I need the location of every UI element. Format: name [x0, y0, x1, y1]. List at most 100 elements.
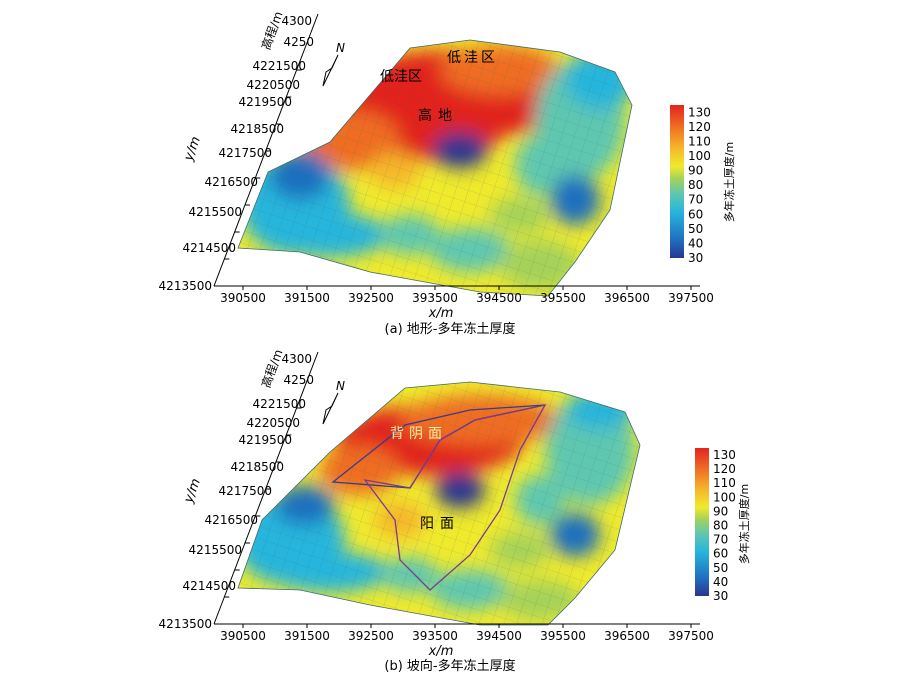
colorbar-tick-label: 130 — [688, 105, 711, 119]
thickness-surface-b — [238, 382, 640, 625]
x-tick-marks-b — [242, 624, 692, 628]
caption-a: (a) 地形-多年冻土厚度 — [385, 321, 516, 337]
z-tick-label: 4300 — [281, 352, 312, 366]
annotations-b: 背阴面 阳面 — [390, 426, 460, 532]
colorbar-tick-label: 130 — [713, 448, 736, 462]
y-tick-marks-b — [214, 407, 302, 625]
y-tick-label: 4214500 — [183, 241, 236, 255]
x-tick-label: 393500 — [412, 629, 458, 643]
annotation-sunny-slope: 阳面 — [420, 516, 460, 532]
colorbar-tick-label: 40 — [713, 575, 728, 589]
y-tick-label: 4219500 — [239, 95, 292, 109]
annotations-a: 低洼区 低洼区 高地 — [380, 50, 498, 124]
colorbar-tick-label: 50 — [688, 222, 703, 236]
x-tick-labels-a: 390500 391500 392500 393500 394500 39550… — [220, 291, 714, 305]
colorbar-tick-label: 30 — [713, 589, 728, 603]
x-tick-label: 397500 — [668, 629, 714, 643]
sunny-slope-outline — [363, 404, 547, 591]
colorbar-ramp — [670, 105, 684, 258]
z-tick-labels-b: 4300 4250 — [281, 352, 314, 387]
y-tick-label: 4219500 — [239, 433, 292, 447]
colorbar-tick-label: 30 — [688, 251, 703, 265]
annotation-lowland-1: 低洼区 — [447, 50, 498, 66]
y-tick-label: 4221500 — [253, 397, 306, 411]
y-tick-label: 4218500 — [231, 460, 284, 474]
z-axis-title-b: 高程/m — [258, 347, 286, 389]
north-label: N — [336, 379, 345, 393]
y-axis-title-b: y/m — [181, 477, 204, 506]
x-tick-label: 390500 — [220, 629, 266, 643]
colorbar-title-a: 多年冻土厚度/m — [722, 142, 736, 222]
x-tick-label: 395500 — [540, 629, 586, 643]
colorbar-tick-label: 60 — [688, 207, 703, 221]
x-tick-label: 394500 — [476, 291, 522, 305]
z-tick-label: 4250 — [283, 35, 314, 49]
colorbar-tick-label: 110 — [713, 476, 736, 490]
caption-b: (b) 坡向-多年冻土厚度 — [384, 658, 515, 674]
colorbar-title-b: 多年冻土厚度/m — [737, 484, 751, 564]
north-arrow-a: N — [322, 41, 345, 87]
y-tick-label: 4215500 — [189, 543, 242, 557]
z-axis-title-a: 高程/m — [258, 9, 286, 51]
colorbar-tick-label: 80 — [713, 519, 728, 533]
north-arrow-icon — [322, 54, 339, 87]
x-tick-label: 392500 — [348, 629, 394, 643]
y-tick-label: 4220500 — [247, 416, 300, 430]
north-arrow-b: N — [322, 379, 345, 425]
annotation-shady-slope: 背阴面 — [390, 426, 447, 442]
colorbar-tick-label: 50 — [713, 561, 728, 575]
y-tick-labels-b: 4213500 4214500 4215500 4216500 4217500 … — [159, 397, 306, 631]
y-tick-label: 4217500 — [219, 146, 272, 160]
y-tick-label: 4213500 — [159, 617, 212, 631]
y-tick-label: 4221500 — [253, 59, 306, 73]
y-tick-labels-a: 4213500 4214500 4215500 4216500 4217500 … — [159, 59, 306, 293]
z-tick-label: 4250 — [283, 373, 314, 387]
north-label: N — [336, 41, 345, 55]
y-tick-label: 4215500 — [189, 205, 242, 219]
annotation-highland: 高地 — [418, 107, 458, 124]
x-tick-label: 397500 — [668, 291, 714, 305]
z-tick-label: 4300 — [281, 14, 312, 28]
colorbar-tick-label: 120 — [688, 120, 711, 134]
colorbar-tick-label: 100 — [713, 490, 736, 504]
y-tick-label: 4214500 — [183, 579, 236, 593]
x-axis-title-b: x/m — [428, 644, 454, 659]
north-arrow-icon — [322, 392, 339, 425]
x-tick-label: 396500 — [604, 291, 650, 305]
x-tick-label: 392500 — [348, 291, 394, 305]
y-tick-label: 4218500 — [231, 122, 284, 136]
colorbar-tick-label: 90 — [688, 164, 703, 178]
x-tick-marks-a — [242, 286, 692, 290]
y-tick-marks-a — [214, 69, 302, 287]
panel-a: 390500 391500 392500 393500 394500 39550… — [159, 9, 736, 337]
colorbar-tick-label: 120 — [713, 462, 736, 476]
colorbar-tick-label: 100 — [688, 149, 711, 163]
colorbar-tick-label: 80 — [688, 178, 703, 192]
colorbar-tick-label: 90 — [713, 504, 728, 518]
x-tick-label: 391500 — [284, 629, 330, 643]
aspect-outlines-b — [331, 404, 547, 591]
x-tick-label: 394500 — [476, 629, 522, 643]
x-tick-label: 395500 — [540, 291, 586, 305]
x-tick-label: 396500 — [604, 629, 650, 643]
colorbar-tick-label: 40 — [688, 236, 703, 250]
y-tick-label: 4216500 — [205, 513, 258, 527]
y-tick-label: 4216500 — [205, 175, 258, 189]
colorbar-tick-label: 110 — [688, 134, 711, 148]
panel-b: 390500 391500 392500 393500 394500 39550… — [159, 347, 751, 674]
thickness-surface-a — [238, 40, 632, 296]
x-axis-title-a: x/m — [428, 306, 454, 321]
y-tick-label: 4213500 — [159, 279, 212, 293]
axes-b — [213, 351, 700, 625]
colorbar-tick-label: 60 — [713, 547, 728, 561]
axes-a — [213, 13, 700, 287]
colorbar-tick-label: 70 — [688, 193, 703, 207]
x-tick-label: 393500 — [412, 291, 458, 305]
z-tick-labels-a: 4300 4250 — [281, 14, 314, 49]
y-tick-label: 4217500 — [219, 484, 272, 498]
